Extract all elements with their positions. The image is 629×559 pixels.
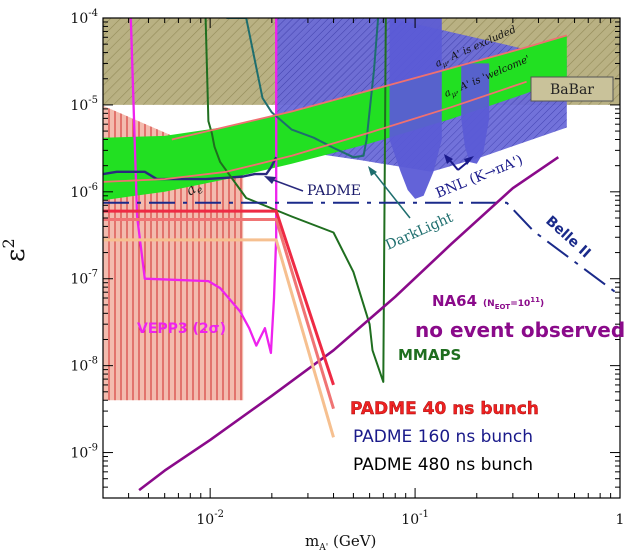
bnl-arrow-right-head bbox=[464, 156, 474, 165]
darklight-arrow-head bbox=[368, 166, 377, 176]
y-tick-label: 10-4 bbox=[70, 8, 98, 27]
plot-frame bbox=[102, 17, 621, 499]
region-bnl-left-lobe bbox=[389, 18, 442, 199]
curve-padme-40-ns-bunch bbox=[103, 209, 335, 386]
y-axis-label: ε2 bbox=[0, 238, 31, 262]
curve-padme-480-ns-bunch bbox=[103, 238, 335, 438]
babar-label-box bbox=[530, 76, 614, 102]
padme-arrow-head bbox=[264, 176, 276, 184]
y-tick-label: 10-7 bbox=[70, 269, 98, 288]
curve-vepp3-2 bbox=[129, 18, 278, 355]
curve-mmaps bbox=[204, 18, 387, 383]
y-tick-label: 10-6 bbox=[70, 182, 98, 201]
curve-darklight bbox=[226, 18, 380, 159]
darklight-arrow bbox=[371, 169, 411, 219]
x-tick-label: 1 bbox=[616, 512, 625, 528]
curve-red-curve-bottom bbox=[103, 80, 527, 183]
curve-padme bbox=[103, 156, 278, 181]
legend-480ns: PADME 480 ns bunch bbox=[353, 455, 533, 475]
bnl-arrow-left-head bbox=[444, 154, 453, 164]
legend-40ns: PADME 40 ns bunch bbox=[350, 399, 539, 419]
legend-160ns: PADME 160 ns bunch bbox=[353, 427, 533, 447]
region-bnl-right-lobe bbox=[461, 63, 490, 164]
curve-padme-160-ns-bunch bbox=[103, 218, 335, 410]
x-axis-label: mA' (GeV) bbox=[305, 532, 376, 553]
y-tick-label: 10-8 bbox=[70, 356, 98, 375]
vepp3-label: VEPP3 (2σ) bbox=[137, 321, 226, 337]
curve-na64 bbox=[138, 156, 560, 492]
darklight-label: DarkLight bbox=[383, 210, 456, 254]
x-tick-label: 10-2 bbox=[196, 509, 224, 528]
padme-label: PADME bbox=[307, 183, 361, 199]
y-tick-label: 10-5 bbox=[70, 95, 98, 114]
babar-label: BaBar bbox=[550, 82, 594, 98]
curve-red-curve-top bbox=[171, 34, 568, 141]
mmaps-label: MMAPS bbox=[398, 346, 461, 364]
y-tick-label: 10-9 bbox=[70, 443, 98, 462]
curve-belle-ii bbox=[103, 201, 620, 297]
x-tick-label: 10-1 bbox=[401, 509, 429, 528]
belle-label: Belle II bbox=[542, 213, 593, 261]
na64-label: NA64 (NEOT=1011) bbox=[432, 292, 544, 311]
no-event-label: no event observed bbox=[415, 318, 625, 342]
